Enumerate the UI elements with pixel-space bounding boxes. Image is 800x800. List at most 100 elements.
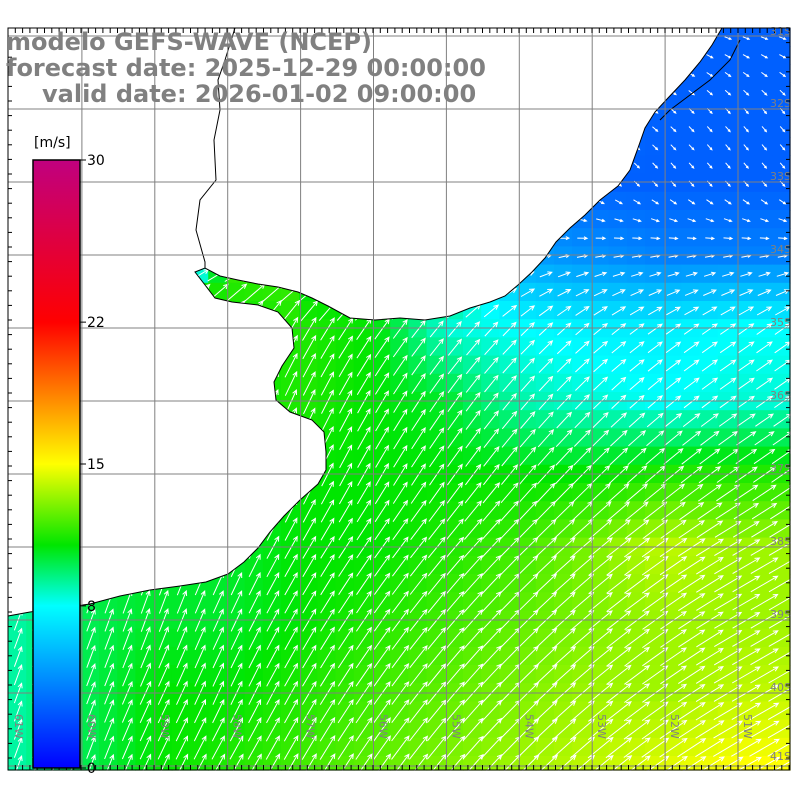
- wind-cell: [663, 301, 682, 320]
- wind-cell: [281, 701, 300, 721]
- lon-label: 58W: [231, 714, 244, 739]
- wind-arrow: [678, 593, 706, 612]
- wind-arrow: [752, 484, 777, 502]
- wind-arrow: [464, 500, 483, 522]
- wind-cell: [772, 574, 791, 593]
- wind-arrow: [552, 627, 576, 649]
- wind-arrow: [575, 376, 590, 391]
- wind-arrow: [446, 500, 464, 522]
- wind-arrow: [606, 628, 632, 649]
- wind-cell: [208, 646, 227, 666]
- wind-arrow: [742, 71, 750, 78]
- wind-arrow: [665, 359, 682, 372]
- wind-arrow: [606, 664, 632, 685]
- wind-arrow: [725, 162, 731, 169]
- wind-arrow: [706, 90, 714, 96]
- wind-arrow: [538, 393, 554, 410]
- wind-cell: [736, 646, 755, 666]
- wind-cell: [572, 301, 591, 320]
- wind-cell: [699, 301, 719, 320]
- wind-arrow: [682, 413, 701, 427]
- wind-arrow: [535, 518, 557, 540]
- wind-arrow: [520, 393, 536, 411]
- wind-arrow: [641, 701, 669, 722]
- wind-cell: [135, 628, 155, 648]
- latitude-labels: 31S 32S 33S 34S 35S 36S 37S 38S 39S 40S 41S: [770, 25, 791, 763]
- wind-cell: [517, 756, 537, 771]
- wind-arrow: [701, 323, 718, 335]
- wind-arrow: [768, 630, 797, 647]
- wind-cell: [699, 628, 719, 648]
- wind-arrow: [427, 590, 446, 614]
- lat-label: 32S: [770, 97, 791, 110]
- wind-arrow: [446, 463, 463, 486]
- wind-cell: [353, 428, 373, 448]
- wind-cell: [736, 319, 755, 338]
- wind-cell: [299, 319, 318, 338]
- colorbar-tick-label: 8: [87, 599, 96, 615]
- wind-arrow: [445, 572, 465, 595]
- wind-arrow: [669, 199, 678, 205]
- wind-arrow: [339, 426, 353, 450]
- wind-cell: [590, 228, 610, 247]
- wind-cell: [153, 756, 173, 771]
- wind-cell: [645, 282, 664, 302]
- wind-arrow: [665, 341, 682, 354]
- wind-cell: [481, 628, 500, 648]
- wind-arrow: [373, 626, 391, 650]
- wind-arrow: [13, 736, 23, 758]
- wind-arrow: [374, 354, 390, 377]
- wind-cell: [190, 701, 209, 721]
- wind-arrow: [230, 590, 243, 614]
- wind-arrow: [301, 698, 317, 724]
- wind-arrow: [517, 536, 539, 558]
- wind-arrow: [122, 626, 133, 650]
- wind-cell: [444, 756, 464, 771]
- wind-cell: [717, 737, 737, 757]
- wind-arrow: [284, 626, 298, 650]
- wind-cell: [335, 428, 355, 448]
- wind-cell: [681, 628, 701, 648]
- wind-cell: [535, 337, 555, 357]
- wind-arrow: [411, 426, 426, 450]
- wind-cell: [244, 646, 264, 666]
- wind-arrow: [742, 199, 751, 205]
- wind-arrow: [756, 377, 774, 390]
- wind-arrow: [337, 662, 354, 687]
- lat-label: 41S: [770, 750, 791, 763]
- wind-arrow: [642, 519, 669, 539]
- wind-arrow: [739, 289, 754, 296]
- wind-cell: [645, 737, 664, 757]
- wind-cell: [717, 355, 737, 375]
- wind-arrow: [338, 536, 354, 559]
- wind-arrow: [484, 321, 499, 337]
- wind-cell: [681, 555, 701, 575]
- wind-arrow: [609, 447, 629, 466]
- wind-arrow: [663, 448, 684, 465]
- wind-cell: [754, 337, 773, 357]
- wind-arrow: [741, 236, 752, 241]
- wind-arrow: [463, 645, 484, 668]
- wind-arrow: [755, 395, 774, 409]
- wind-arrow: [427, 663, 447, 687]
- wind-arrow: [447, 445, 463, 467]
- wind-cell: [190, 719, 209, 739]
- wind-arrow: [480, 645, 502, 668]
- wind-arrow: [247, 716, 262, 742]
- wind-arrow: [629, 359, 645, 372]
- wind-arrow: [751, 502, 778, 520]
- wind-cell: [281, 646, 300, 666]
- wind-cell: [372, 501, 391, 520]
- wind-arrow: [393, 444, 408, 468]
- wind-arrow: [392, 518, 409, 541]
- wind-cell: [717, 264, 737, 284]
- wind-arrow: [321, 462, 334, 487]
- lat-label: 35S: [770, 316, 791, 329]
- wind-arrow: [302, 572, 317, 596]
- wind-arrow: [391, 644, 410, 669]
- wind-cell: [299, 574, 318, 593]
- forecast-date: forecast date: 2025-12-29 00:00:00: [6, 54, 486, 82]
- wind-cell: [754, 555, 773, 575]
- lagoon-outline: [659, 39, 741, 121]
- wind-cell: [717, 246, 737, 266]
